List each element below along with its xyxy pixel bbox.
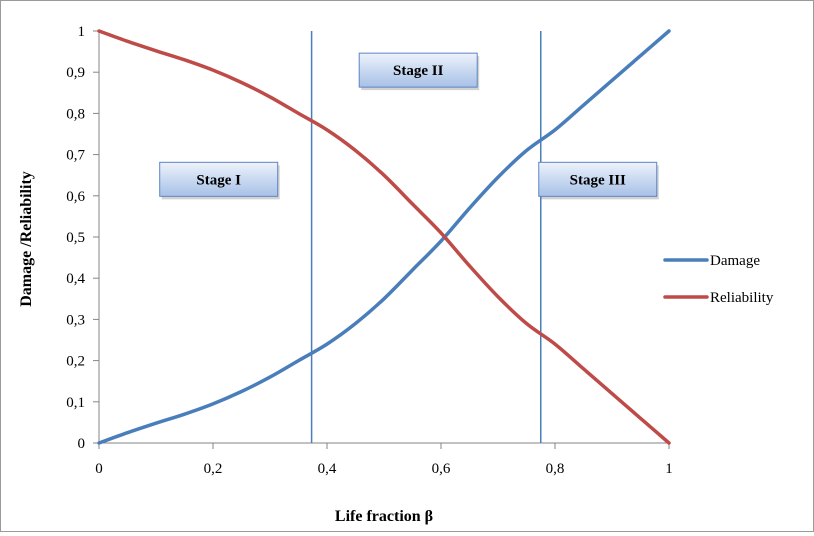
stage-label-text: Stage II (393, 63, 444, 79)
series-line-damage (97, 29, 671, 445)
y-tick-label: 0 (78, 436, 86, 452)
stage-label-text: Stage III (570, 172, 626, 188)
x-axis-title: Life fraction β (335, 508, 433, 525)
stage-box (159, 161, 279, 197)
stage-label-text: Stage I (196, 172, 241, 188)
x-axis-ticks: 0 0,2 0,4 0,6 0,8 1 (95, 443, 673, 477)
stage-label-box: Stage I (159, 161, 280, 200)
stage-labels: Stage I Stage II Stage III (159, 52, 659, 200)
y-tick-label: 1 (78, 24, 86, 40)
stage-boundary-lines (310, 31, 542, 443)
x-tick-label: 1 (665, 461, 673, 477)
legend-item-damage: Damage (663, 253, 760, 269)
stage-label-box: Stage II (358, 52, 480, 91)
legend-label-damage: Damage (710, 253, 760, 269)
y-tick-label: 0,5 (66, 230, 85, 246)
stage-box (538, 161, 658, 197)
x-tick-label: 0 (95, 461, 103, 477)
y-tick-label: 0,2 (66, 354, 85, 370)
legend-label-reliability: Reliability (710, 290, 774, 306)
series-line-reliability (97, 29, 671, 445)
legend: Damage Reliability (663, 253, 774, 306)
y-tick-label: 0,7 (66, 148, 85, 164)
y-axis-ticks: 0 0,1 0,2 0,3 0,4 0,5 0,6 0,7 0,8 0,9 1 (66, 24, 99, 452)
y-tick-label: 0,1 (66, 395, 85, 411)
x-tick-label: 0,4 (318, 461, 337, 477)
x-tick-label: 0,6 (432, 461, 451, 477)
legend-item-reliability: Reliability (663, 290, 774, 306)
x-tick-label: 0,8 (546, 461, 565, 477)
y-tick-label: 0,9 (66, 65, 85, 81)
y-tick-label: 0,4 (66, 271, 85, 287)
series-layer (97, 29, 671, 445)
stage-label-box: Stage III (538, 161, 659, 200)
y-tick-label: 0,6 (66, 189, 85, 205)
y-axis-title: Damage /Reliability (18, 171, 35, 307)
y-tick-label: 0,8 (66, 106, 85, 122)
stage-box (358, 52, 478, 88)
y-tick-label: 0,3 (66, 312, 85, 328)
x-tick-label: 0,2 (204, 461, 223, 477)
